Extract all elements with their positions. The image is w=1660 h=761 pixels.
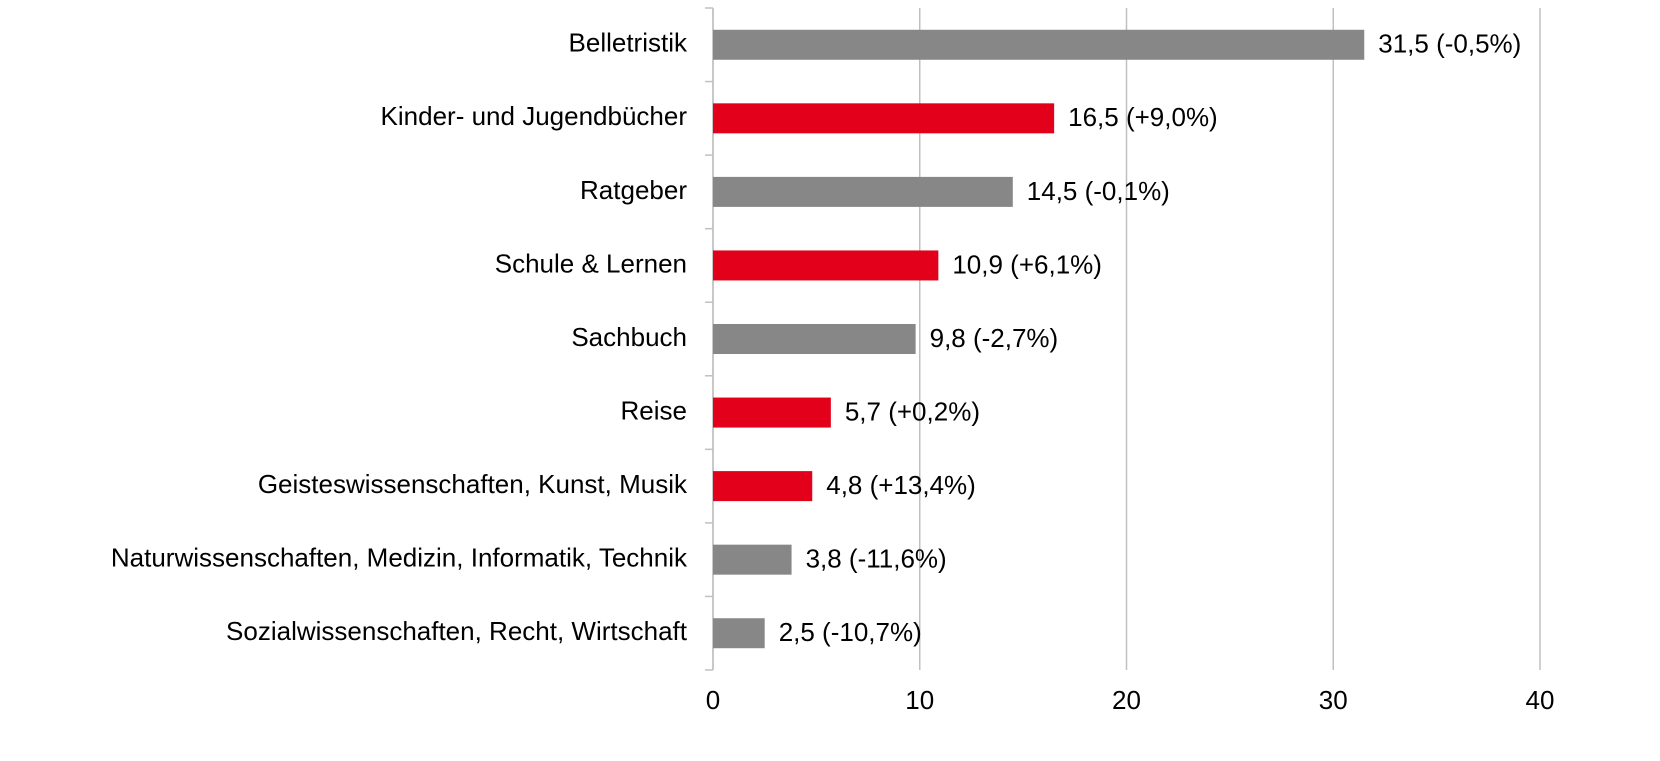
bar	[713, 324, 916, 354]
category-label: Reise	[621, 395, 687, 425]
value-label: 3,8 (-11,6%)	[806, 544, 947, 574]
x-tick-label: 0	[706, 685, 720, 715]
category-label: Naturwissenschaften, Medizin, Informatik…	[111, 543, 688, 573]
category-label: Belletristik	[569, 28, 688, 58]
category-label: Schule & Lernen	[495, 248, 687, 278]
x-tick-label: 30	[1319, 685, 1348, 715]
bar	[713, 176, 1013, 207]
bar	[713, 471, 813, 502]
bar	[713, 544, 792, 575]
value-label: 16,5 (+9,0%)	[1068, 102, 1218, 132]
bar	[713, 250, 939, 281]
category-label: Kinder- und Jugendbücher	[381, 101, 688, 131]
x-tick-label: 10	[905, 685, 934, 715]
bar	[713, 618, 765, 649]
value-label: 5,7 (+0,2%)	[845, 396, 980, 426]
x-tick-label: 40	[1526, 685, 1555, 715]
bar	[713, 103, 1055, 134]
x-tick-label: 20	[1112, 685, 1141, 715]
value-label: 9,8 (-2,7%)	[930, 323, 1059, 353]
value-label: 31,5 (-0,5%)	[1378, 29, 1521, 59]
bar	[713, 29, 1365, 60]
value-label: 4,8 (+13,4%)	[826, 470, 976, 500]
bar	[713, 397, 831, 428]
value-label: 10,9 (+6,1%)	[952, 249, 1102, 279]
category-label: Sozialwissenschaften, Recht, Wirtschaft	[226, 616, 688, 646]
category-label: Ratgeber	[580, 175, 687, 205]
value-label: 14,5 (-0,1%)	[1027, 176, 1170, 206]
category-label: Sachbuch	[571, 322, 687, 352]
value-label: 2,5 (-10,7%)	[779, 617, 922, 647]
category-label: Geisteswissenschaften, Kunst, Musik	[258, 469, 688, 499]
